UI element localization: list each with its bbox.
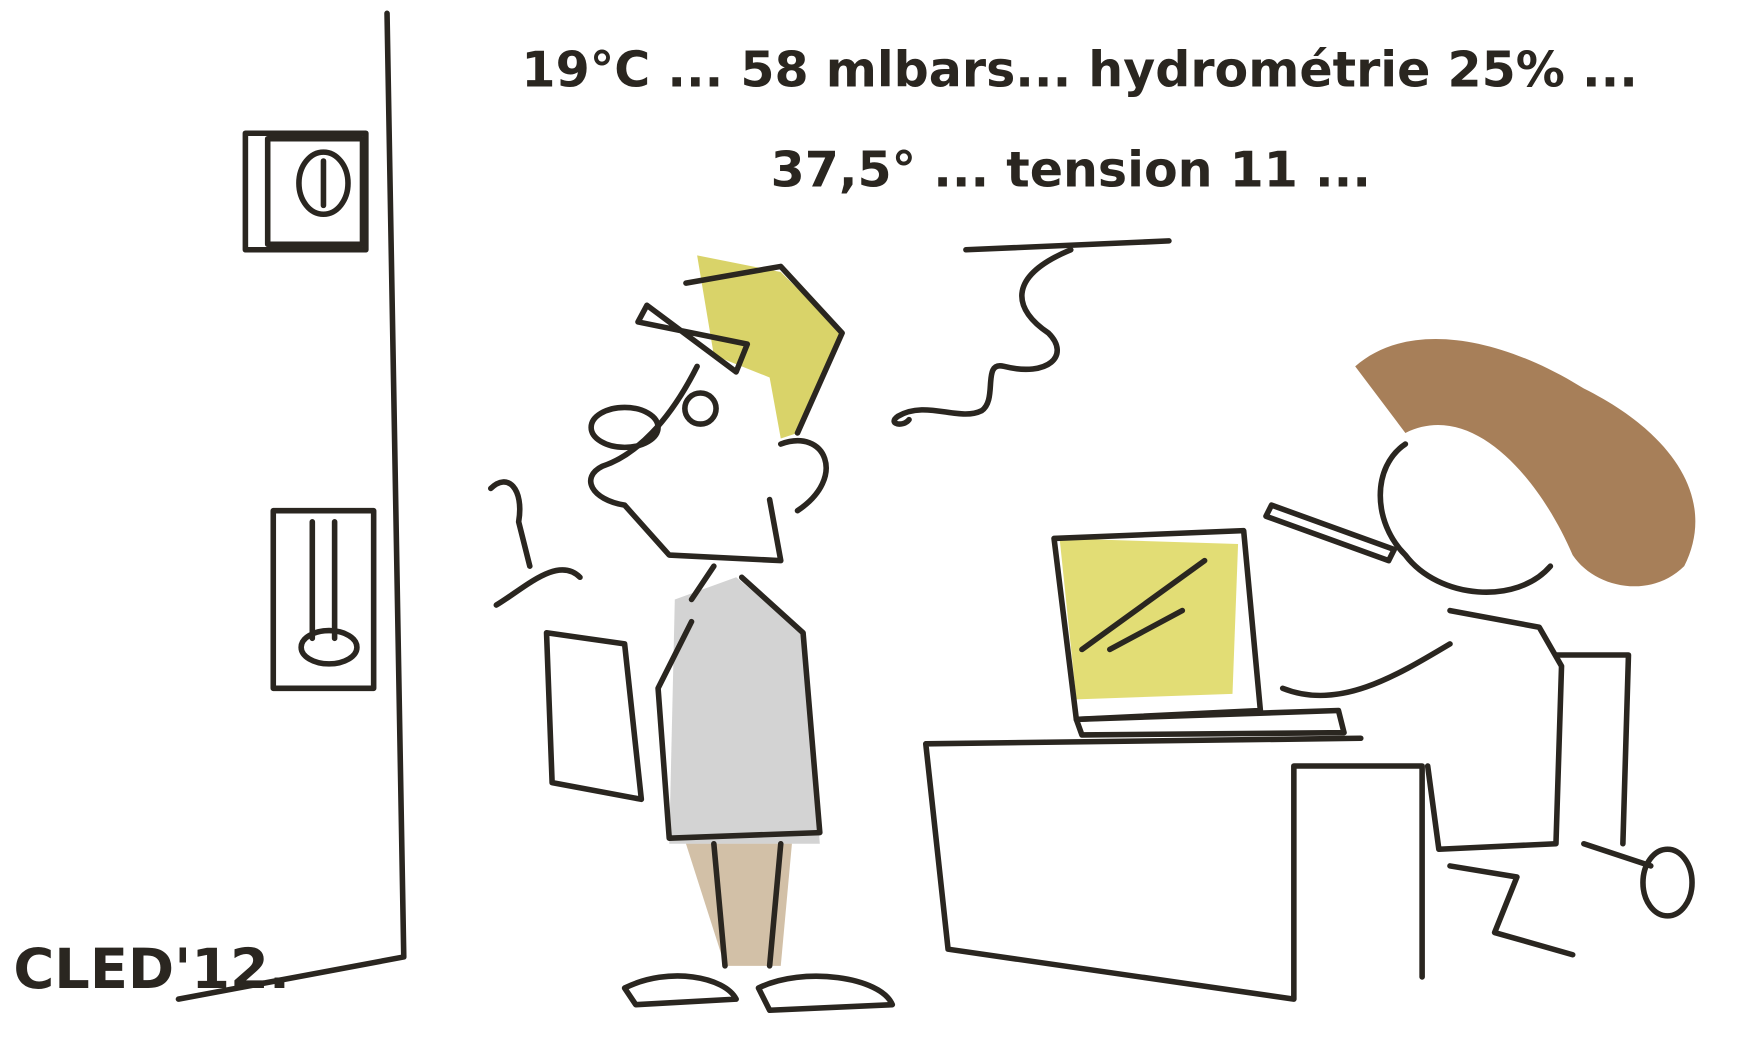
cartoon: 19°C ... 58 mlbars... hydrométrie 25% ..…: [0, 0, 1740, 1038]
speech-line: 37,5° ... tension 11 ...: [771, 142, 1371, 199]
speech-tail: [894, 241, 1169, 424]
man: [491, 255, 893, 1010]
wall: [178, 13, 403, 999]
page: {"speech": {"line1": "19°C ... 58 mlbars…: [0, 0, 1740, 1038]
speech-line: 19°C ... 58 mlbars... hydrométrie 25% ..…: [521, 42, 1638, 99]
signature: CLED'12.: [13, 937, 290, 1002]
woman: [1266, 339, 1695, 955]
desk: [926, 531, 1422, 999]
